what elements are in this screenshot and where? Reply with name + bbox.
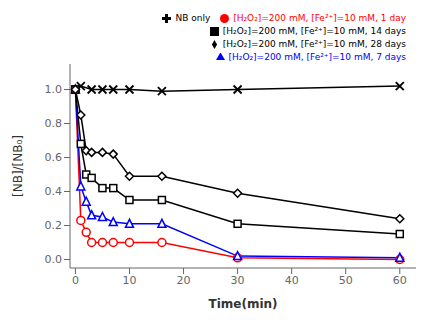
html-text:[H₂O₂]=200 mM, [Fe²⁺]=10 mM, 1: [H₂O₂]=200 mM, [Fe²⁺]=10 mM, 1 day <box>233 13 406 23</box>
svg-text:1.0: 1.0 <box>45 83 63 96</box>
svg-text:10: 10 <box>122 274 136 287</box>
svg-text:0.4: 0.4 <box>45 185 63 198</box>
html-text:[H₂O₂]=200 mM, [Fe²⁺]=10 mM, 1: [H₂O₂]=200 mM, [Fe²⁺]=10 mM, 14 days <box>222 26 406 36</box>
html-text:[H₂O₂]=200 mM, [Fe²⁺]=10 mM, 2: [H₂O₂]=200 mM, [Fe²⁺]=10 mM, 28 days <box>222 39 406 49</box>
svg-text:0: 0 <box>72 274 79 287</box>
svg-text:20: 20 <box>177 274 191 287</box>
html-text:[H₂O₂]=200 mM, [Fe²⁺]=10 mM, 7: [H₂O₂]=200 mM, [Fe²⁺]=10 mM, 7 days <box>228 52 406 62</box>
html-text:NB only: NB only <box>175 13 211 23</box>
svg-text:30: 30 <box>231 274 245 287</box>
svg-text:40: 40 <box>285 274 299 287</box>
svg-text:0.6: 0.6 <box>45 151 63 164</box>
svg-text:0.8: 0.8 <box>45 117 63 130</box>
svg-text:Time(min): Time(min) <box>208 297 277 311</box>
svg-text:60: 60 <box>393 274 407 287</box>
svg-text:0.0: 0.0 <box>45 253 63 266</box>
svg-text:0.2: 0.2 <box>45 219 63 232</box>
svg-text:[NB]/[NB₀]: [NB]/[NB₀] <box>11 135 25 197</box>
svg-text:50: 50 <box>339 274 353 287</box>
